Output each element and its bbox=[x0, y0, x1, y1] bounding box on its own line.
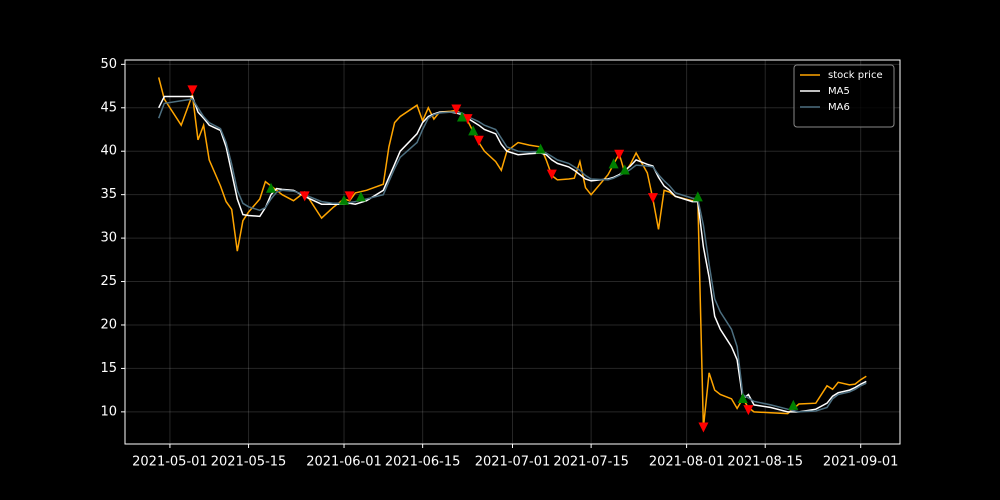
signal-marker bbox=[743, 405, 754, 416]
signal-marker bbox=[462, 114, 473, 125]
line-series bbox=[157, 77, 867, 428]
legend-label: stock price bbox=[828, 70, 883, 81]
signal-marker bbox=[468, 125, 479, 136]
signal-marker bbox=[692, 191, 703, 202]
signal-marker bbox=[546, 169, 557, 180]
y-tick-label: 40 bbox=[100, 144, 117, 159]
x-tick-label: 2021-05-15 bbox=[211, 455, 287, 470]
signal-marker bbox=[355, 191, 366, 202]
signal-marker bbox=[788, 399, 799, 410]
signal-marker bbox=[344, 191, 355, 202]
line-series bbox=[158, 95, 867, 413]
signal-marker bbox=[619, 164, 630, 175]
legend-label: MA6 bbox=[828, 102, 850, 113]
line-series bbox=[157, 98, 867, 413]
y-tick-label: 10 bbox=[100, 404, 117, 419]
y-tick-label: 20 bbox=[100, 317, 117, 332]
x-tick-label: 2021-05-01 bbox=[132, 455, 208, 470]
signal-marker bbox=[535, 143, 546, 154]
signal-marker bbox=[187, 85, 198, 96]
x-tick-label: 2021-07-01 bbox=[475, 455, 551, 470]
signal-marker bbox=[299, 191, 310, 202]
x-tick-label: 2021-09-01 bbox=[823, 455, 899, 470]
y-tick-label: 25 bbox=[100, 274, 117, 289]
y-tick-label: 15 bbox=[100, 361, 117, 376]
legend-label: MA5 bbox=[828, 86, 850, 97]
y-tick-label: 30 bbox=[100, 231, 117, 246]
signal-marker bbox=[737, 392, 748, 403]
signal-marker bbox=[456, 111, 467, 122]
x-tick-label: 2021-08-01 bbox=[649, 455, 725, 470]
plot-frame bbox=[124, 59, 901, 445]
x-tick-label: 2021-07-15 bbox=[553, 455, 629, 470]
y-tick-label: 35 bbox=[100, 187, 117, 202]
legend: stock price MA5 MA6 bbox=[793, 64, 895, 128]
signal-marker bbox=[698, 422, 709, 433]
y-tick-label: 50 bbox=[100, 57, 117, 72]
x-tick-label: 2021-08-15 bbox=[727, 455, 803, 470]
signal-marker bbox=[473, 135, 484, 146]
y-tick-label: 45 bbox=[100, 100, 117, 115]
x-tick-label: 2021-06-01 bbox=[306, 455, 382, 470]
signal-marker bbox=[647, 193, 658, 204]
signal-marker bbox=[451, 104, 462, 115]
legend-box bbox=[793, 64, 895, 128]
signal-marker bbox=[266, 182, 277, 193]
signal-marker bbox=[608, 158, 619, 169]
x-tick-label: 2021-06-15 bbox=[385, 455, 461, 470]
signal-marker bbox=[339, 194, 350, 205]
signal-marker bbox=[614, 149, 625, 160]
